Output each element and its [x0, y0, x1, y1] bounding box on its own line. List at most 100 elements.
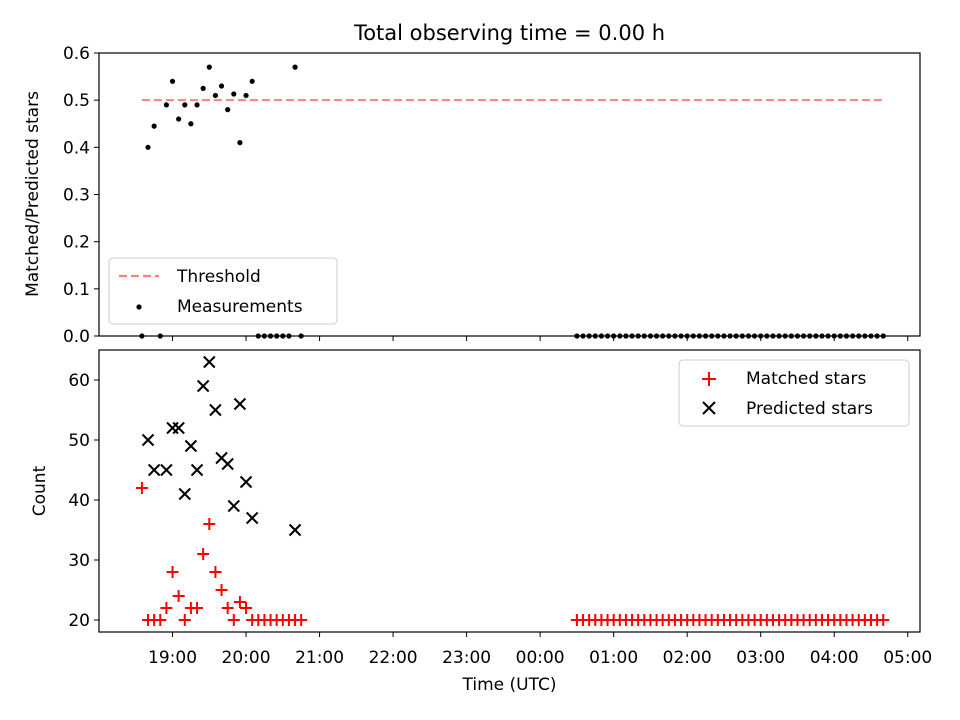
count-y-tick-label: 50 [68, 431, 90, 451]
matched-stars-point [160, 602, 173, 614]
measurement-point [169, 78, 176, 84]
count-panel: Count Time (UTC) 20 30 40 50 60 19:00 20:00 21… [30, 349, 932, 695]
predicted-stars-point [209, 403, 222, 417]
measurement-point [145, 144, 151, 150]
measurement-point [212, 92, 219, 99]
predicted-stars-point [172, 421, 185, 435]
predicted-stars-point [221, 457, 234, 471]
count-y-tick-label: 30 [68, 551, 90, 571]
ratio-axes-frame [98, 52, 921, 337]
count-x-tick-label: 02:00 [663, 648, 712, 668]
predicted-stars-point [141, 433, 155, 447]
count-y-tick-label: 60 [68, 371, 90, 391]
count-x-tick-label: 22:00 [369, 648, 418, 668]
legend-predicted-label: Predicted stars [746, 399, 873, 419]
matched-stars-point [221, 602, 234, 614]
matched-stars-point [877, 614, 890, 626]
ratio-y-tick-label: 0.6 [63, 44, 90, 64]
count-legend: Matched stars Predicted stars [678, 359, 910, 427]
measurement-point [218, 83, 225, 89]
predicted-stars-point [166, 421, 179, 435]
legend-measurements-swatch [136, 304, 142, 310]
predicted-stars-point [184, 439, 198, 453]
ratio-y-tick-label: 0.2 [63, 233, 90, 253]
count-x-tick-label: 01:00 [589, 648, 638, 668]
predicted-stars-point [203, 355, 216, 369]
ratio-y-ticks: 0.0 0.1 0.2 0.3 0.4 0.5 0.6 [63, 44, 99, 347]
measurement-point [151, 123, 157, 129]
count-y-ticks: 20 30 40 50 60 [68, 371, 99, 631]
legend-matched-swatch [702, 372, 716, 386]
x-axis-label: Time (UTC) [462, 675, 557, 695]
measurement-point [225, 107, 231, 113]
legend-threshold-label: Threshold [176, 267, 261, 287]
ratio-legend-box [108, 257, 338, 325]
ratio-y-tick-label: 0.3 [63, 186, 90, 206]
ratio-y-axis-label: Matched/Predicted stars [23, 91, 43, 297]
chart-title: Total observing time = 0.00 h [353, 21, 665, 45]
legend-measurements-label: Measurements [177, 297, 303, 317]
predicted-stars-point [160, 463, 173, 477]
measurement-point [292, 64, 298, 70]
matched-stars-point [197, 548, 210, 560]
matched-stars-point [172, 590, 185, 602]
count-y-tick-label: 40 [68, 491, 90, 511]
count-x-tick-label: 23:00 [442, 648, 491, 668]
matched-stars-point [154, 614, 167, 626]
measurement-point [194, 102, 200, 108]
matched-stars-point [135, 482, 148, 494]
count-x-ticks: 19:00 20:00 21:00 22:00 23:00 00:00 01:00 02:00… [148, 632, 932, 668]
measurement-point [237, 140, 243, 146]
measurement-point [243, 92, 249, 99]
count-x-tick-label: 00:00 [516, 648, 565, 668]
matched-stars-point [295, 614, 308, 626]
measurement-point [200, 85, 206, 91]
matched-stars-point [233, 596, 246, 608]
count-y-axis-label: Count [30, 465, 50, 516]
count-y-tick-label: 20 [68, 611, 90, 631]
measurement-point [206, 64, 212, 70]
measurement-point [231, 91, 237, 97]
ratio-y-tick-label: 0.1 [63, 280, 90, 300]
matched-stars-point [209, 566, 222, 578]
predicted-stars-point [233, 397, 247, 411]
ratio-panel: Total observing time = 0.00 h Matched/Pr… [23, 21, 921, 347]
legend-matched-label: Matched stars [746, 369, 866, 389]
count-legend-box [678, 359, 910, 427]
ratio-series [139, 64, 886, 339]
count-x-tick-label: 21:00 [295, 648, 344, 668]
ratio-y-tick-label: 0.0 [63, 327, 90, 347]
predicted-stars-point [190, 463, 204, 477]
ratio-y-tick-label: 0.5 [63, 91, 90, 111]
matched-stars-point [240, 602, 253, 614]
measurement-point [182, 102, 188, 108]
count-x-tick-label: 04:00 [810, 648, 859, 668]
matched-stars-point [178, 614, 191, 626]
count-x-tick-label: 20:00 [222, 648, 271, 668]
matched-stars-point [227, 614, 240, 626]
matched-stars-point [191, 602, 204, 614]
matched-stars-point [215, 584, 228, 596]
matched-stars-point [166, 566, 179, 578]
measurement-point [188, 121, 194, 127]
matched-stars-point [203, 518, 216, 530]
count-x-tick-label: 03:00 [736, 648, 785, 668]
count-series [135, 355, 890, 626]
predicted-stars-point [147, 463, 161, 477]
predicted-stars-point [239, 475, 253, 489]
predicted-stars-point [227, 499, 240, 513]
count-x-tick-label: 19:00 [148, 648, 197, 668]
ratio-legend: Threshold Measurements [108, 257, 338, 325]
measurement-point [176, 116, 182, 122]
predicted-stars-point [288, 523, 302, 537]
count-axes-frame [98, 349, 921, 633]
predicted-stars-point [178, 487, 191, 501]
ratio-y-tick-label: 0.4 [63, 138, 90, 158]
measurement-point [163, 102, 169, 108]
predicted-stars-point [245, 511, 259, 525]
legend-predicted-swatch [702, 401, 716, 415]
measurement-point [249, 78, 255, 84]
count-x-tick-label: 05:00 [883, 648, 932, 668]
predicted-stars-point [196, 379, 210, 393]
